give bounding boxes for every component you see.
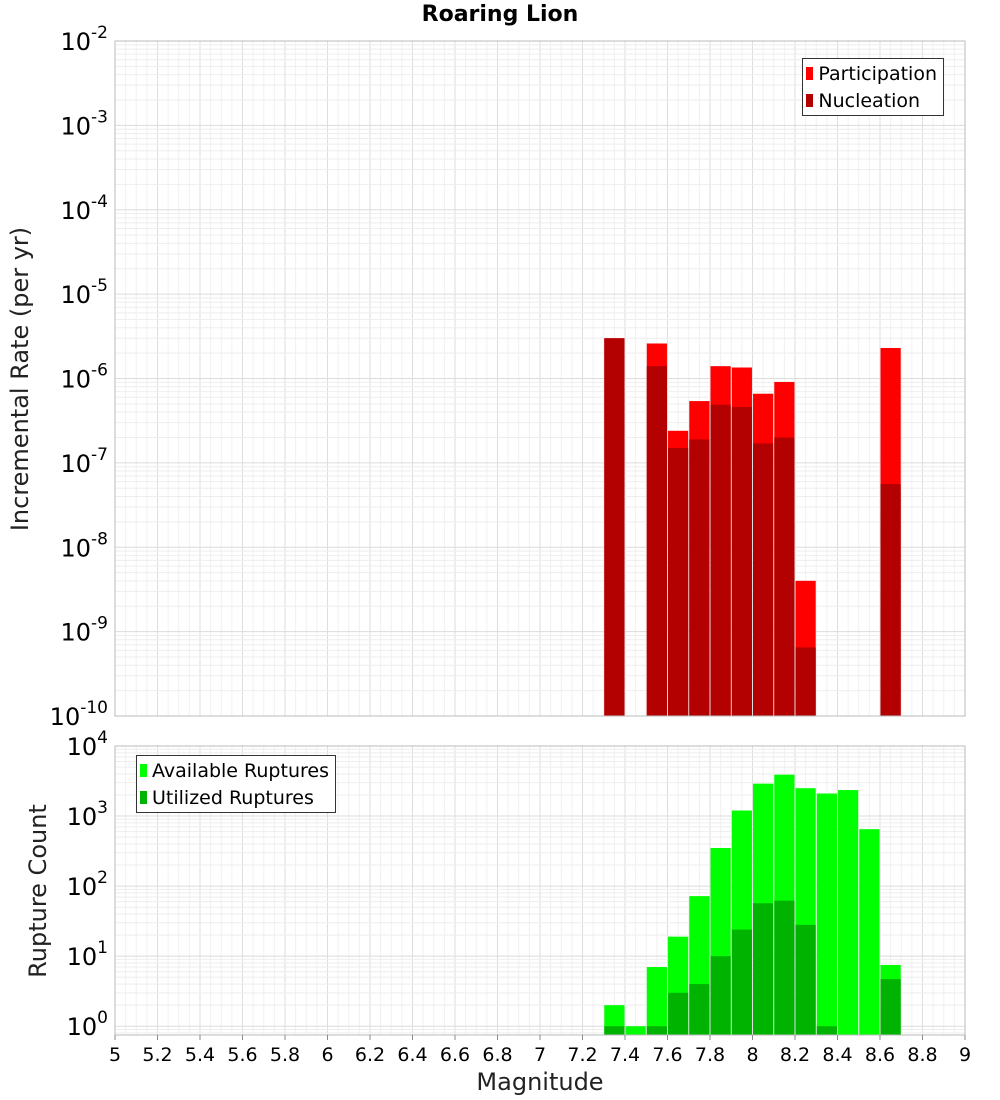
- legend-label-utilized: Utilized Ruptures: [152, 786, 314, 809]
- x-tick-label: 6.8: [482, 1044, 512, 1066]
- x-tick-label: 5.6: [227, 1044, 257, 1066]
- top-y-tick-label: 10-6: [61, 361, 109, 394]
- legend-item-available: Available Ruptures: [140, 757, 329, 784]
- bottom-legend: Available Ruptures Utilized Ruptures: [136, 755, 336, 813]
- top-y-axis-label: Incremental Rate (per yr): [6, 226, 34, 532]
- bottom-bar-utilized-ruptures: [689, 984, 710, 1035]
- bottom-bar-utilized-ruptures: [710, 956, 731, 1035]
- top-y-tick-label: 10-3: [61, 107, 109, 140]
- bottom-bar-utilized-ruptures: [880, 979, 901, 1035]
- bottom-y-tick-label: 100: [67, 1008, 108, 1041]
- top-bar-nucleation: [604, 338, 625, 716]
- legend-label-participation: Participation: [818, 62, 937, 85]
- bottom-y-tick-label: 103: [67, 798, 108, 831]
- top-bar-nucleation: [710, 404, 731, 716]
- top-y-tick-label: 10-2: [61, 23, 109, 56]
- top-bar-nucleation: [646, 366, 667, 716]
- x-tick-label: 5.8: [270, 1044, 300, 1066]
- nucleation-swatch: [806, 94, 814, 107]
- utilized-swatch: [140, 791, 147, 804]
- x-tick-label: 7.8: [695, 1044, 725, 1066]
- x-tick-label: 7.4: [610, 1044, 640, 1066]
- chart-title: Roaring Lion: [421, 2, 579, 27]
- bottom-bar-available-ruptures: [646, 967, 667, 1035]
- legend-item-utilized: Utilized Ruptures: [140, 784, 329, 811]
- x-tick-label: 8: [746, 1044, 758, 1066]
- x-tick-label: 8.4: [822, 1044, 852, 1066]
- bottom-y-axis-label: Rupture Count: [24, 804, 52, 978]
- top-y-tick-label: 10-7: [61, 445, 109, 478]
- top-bar-nucleation: [731, 406, 752, 716]
- bottom-bar-available-ruptures: [625, 1026, 646, 1035]
- legend-label-available: Available Ruptures: [152, 759, 329, 782]
- x-tick-label: 6.4: [397, 1044, 427, 1066]
- bottom-bar-utilized-ruptures: [646, 1026, 667, 1035]
- top-bar-nucleation: [689, 439, 710, 716]
- x-tick-label: 7: [534, 1044, 546, 1066]
- top-bar-nucleation: [668, 448, 689, 716]
- bottom-bar-utilized-ruptures: [795, 924, 816, 1035]
- x-tick-label: 9: [959, 1044, 971, 1066]
- x-tick-label: 8.6: [865, 1044, 895, 1066]
- legend-label-nucleation: Nucleation: [818, 89, 921, 112]
- bottom-bar-utilized-ruptures: [668, 992, 689, 1035]
- bottom-bar-utilized-ruptures: [774, 900, 795, 1035]
- x-tick-label: 6.2: [355, 1044, 385, 1066]
- top-y-tick-label: 10-8: [61, 529, 109, 562]
- legend-item-participation: Participation: [806, 60, 937, 87]
- bottom-bar-utilized-ruptures: [604, 1026, 625, 1035]
- top-bar-nucleation: [753, 443, 774, 716]
- x-axis-label: Magnitude: [476, 1068, 604, 1096]
- x-tick-label: 6.6: [440, 1044, 470, 1066]
- x-tick-label: 8.2: [780, 1044, 810, 1066]
- participation-swatch: [806, 67, 814, 80]
- top-bar-nucleation: [774, 437, 795, 716]
- available-swatch: [140, 764, 147, 777]
- bottom-y-tick-label: 104: [67, 728, 108, 761]
- bottom-bar-utilized-ruptures: [731, 929, 752, 1035]
- x-tick-label: 8.8: [907, 1044, 937, 1066]
- bottom-y-tick-label: 102: [67, 868, 108, 901]
- bottom-bar-available-ruptures: [859, 829, 880, 1035]
- x-tick-label: 7.2: [567, 1044, 597, 1066]
- top-legend: Participation Nucleation: [802, 58, 944, 116]
- top-y-tick-label: 10-4: [61, 192, 109, 225]
- x-tick-label: 5: [109, 1044, 121, 1066]
- bottom-bar-available-ruptures: [838, 790, 859, 1035]
- top-bar-nucleation: [880, 484, 901, 716]
- x-tick-label: 7.6: [652, 1044, 682, 1066]
- top-y-tick-label: 10-9: [61, 614, 109, 647]
- x-tick-label: 6: [321, 1044, 333, 1066]
- bottom-y-tick-label: 101: [67, 938, 108, 971]
- top-bar-nucleation: [795, 647, 816, 716]
- top-y-tick-label: 10-10: [50, 698, 108, 731]
- legend-item-nucleation: Nucleation: [806, 87, 937, 114]
- x-tick-label: 5.2: [142, 1044, 172, 1066]
- bottom-bar-available-ruptures: [816, 793, 837, 1035]
- bottom-bar-utilized-ruptures: [753, 903, 774, 1035]
- top-y-tick-label: 10-5: [61, 276, 109, 309]
- bottom-bar-utilized-ruptures: [816, 1026, 837, 1035]
- top-plot-frame: [114, 40, 966, 717]
- x-tick-label: 5.4: [185, 1044, 215, 1066]
